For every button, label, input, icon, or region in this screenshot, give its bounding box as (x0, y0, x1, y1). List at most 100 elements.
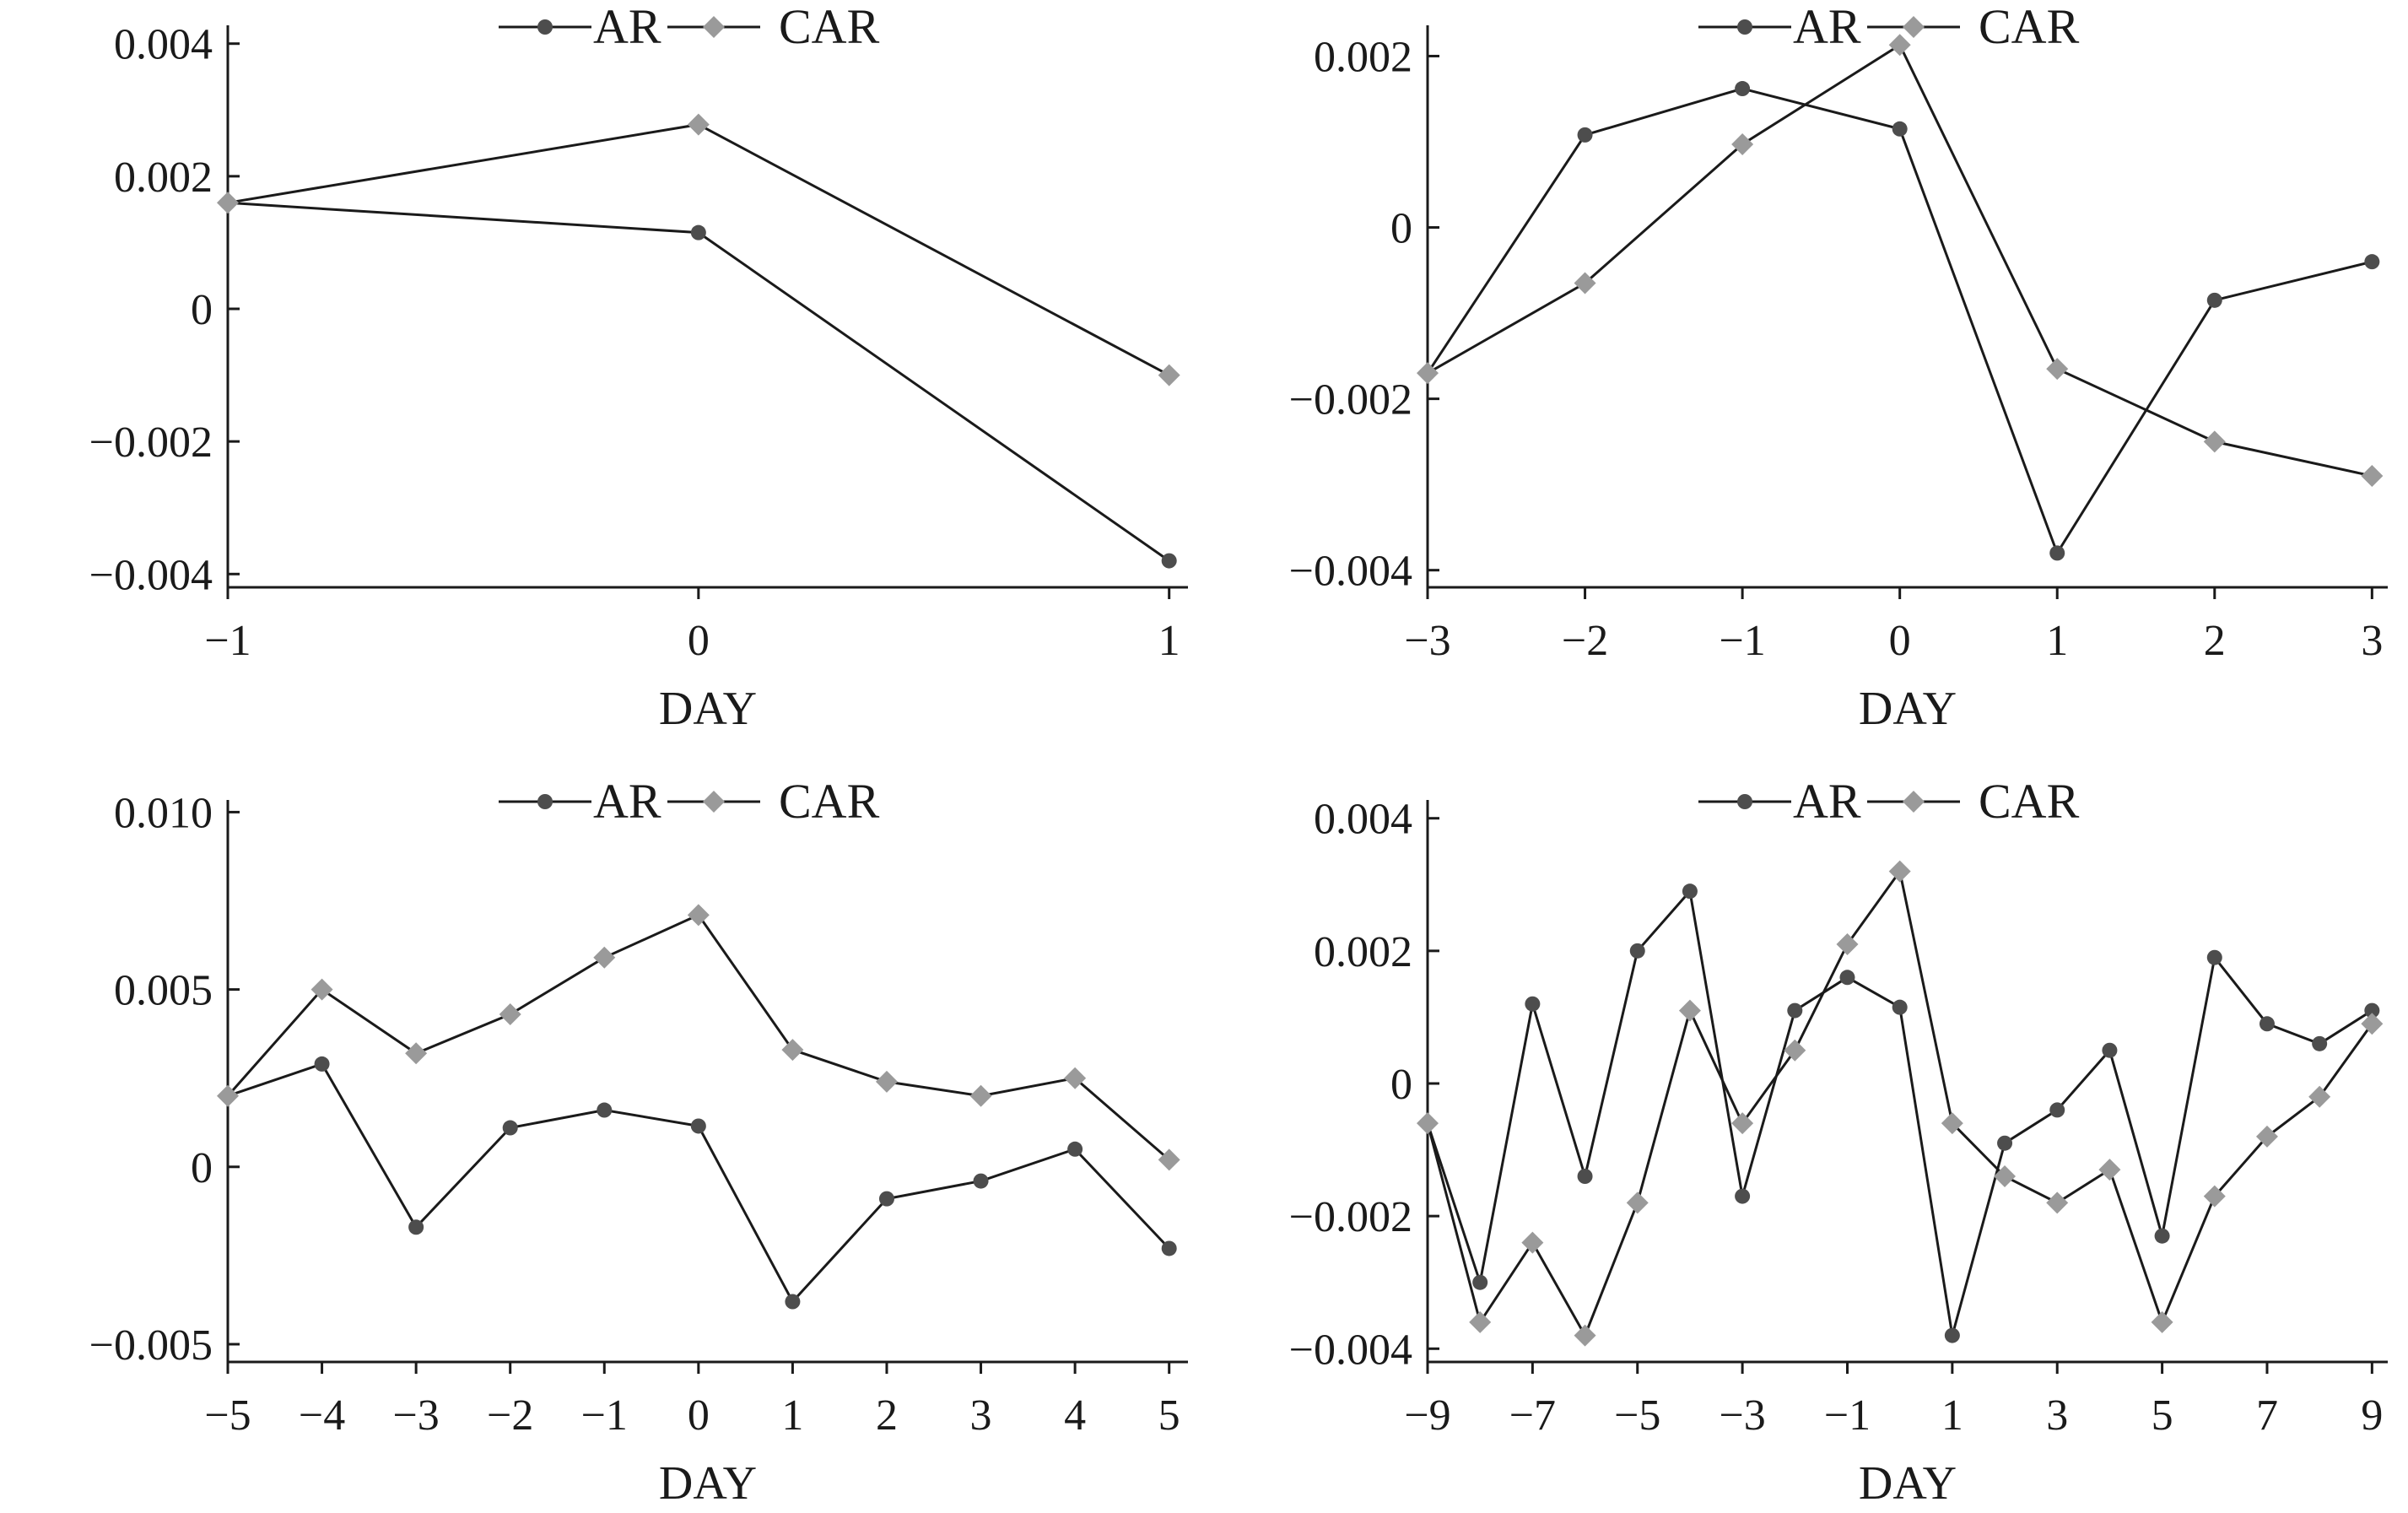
data-point-car (1888, 860, 1911, 883)
x-axis-title: DAY (1859, 683, 1957, 735)
x-tick-label: −2 (487, 1391, 533, 1440)
data-point-car (2255, 1125, 2278, 1148)
x-tick-label: −3 (392, 1391, 439, 1440)
x-axis-title: DAY (659, 683, 757, 735)
data-point-ar (1944, 1327, 1960, 1343)
x-tick-label: 7 (2256, 1391, 2278, 1440)
data-point-car (1521, 1231, 1544, 1254)
x-tick-label: 1 (1941, 1391, 1963, 1440)
panel-top-right: −0.004 −0.002 0 0.002 −3 −2 −1 0 1 2 3 DAY AR CAR (1289, 0, 2388, 735)
data-point-ar (973, 1173, 989, 1189)
series-line-car (1426, 867, 2373, 1339)
x-tick-label: 1 (2046, 617, 2068, 665)
data-point-car (1626, 1191, 1649, 1214)
data-point-ar (878, 1191, 894, 1207)
series-line-ar (227, 201, 1170, 562)
x-tick-label: 0 (688, 617, 710, 665)
panel-bottom-left: −0.005 0 0.005 0.010 −5 −4 −3 −2 −1 0 1 2 3 4 5 DAY AR CA… (89, 774, 1188, 1510)
data-point-car (1731, 133, 1754, 156)
data-point-car (875, 1070, 898, 1093)
data-point-car (1888, 34, 1911, 57)
data-point-ar (1629, 943, 1645, 959)
y-tick-label: 0.005 (114, 967, 213, 1015)
series-ar (1420, 883, 2380, 1343)
data-point-ar (2206, 949, 2222, 965)
x-axis-title: DAY (659, 1457, 757, 1510)
data-point-car (781, 1039, 804, 1062)
y-tick-label: 0.002 (114, 154, 213, 202)
data-point-ar (1787, 1002, 1803, 1019)
legend-label-car: CAR (1979, 0, 2080, 54)
legend-marker-car (1903, 16, 1925, 38)
x-tick-label: 3 (2046, 1391, 2068, 1440)
data-point-car (593, 946, 616, 969)
x-tick-label: −7 (1509, 1391, 1556, 1440)
data-point-ar (2049, 1102, 2065, 1118)
panel-bottom-right: −0.004 −0.002 0 0.002 0.004 −9 −7 −5 −3 −1 1 3 5 7 9 DA… (1289, 774, 2388, 1510)
x-tick-label: −3 (1404, 617, 1450, 665)
y-tick-label: −0.005 (89, 1321, 213, 1370)
x-tick-label: 0 (688, 1391, 710, 1440)
x-tick-label: 2 (2204, 617, 2226, 665)
data-point-ar (314, 1056, 330, 1072)
data-point-ar (2259, 1016, 2275, 1032)
data-point-car (2151, 1310, 2173, 1333)
x-tick-label: −3 (1719, 1391, 1765, 1440)
data-point-ar (1577, 127, 1593, 143)
data-point-ar (2364, 1002, 2380, 1019)
data-point-car (2361, 465, 2384, 487)
data-point-ar (1839, 970, 1855, 986)
data-point-car (1158, 1148, 1180, 1171)
data-point-ar (690, 224, 706, 240)
data-point-car (2098, 1159, 2121, 1181)
y-tick-label: 0 (191, 1144, 213, 1192)
legend-label-car: CAR (779, 0, 880, 54)
x-tick-label: −9 (1404, 1391, 1450, 1440)
x-tick-label: −2 (1562, 617, 1608, 665)
data-point-ar (2364, 254, 2380, 270)
data-point-car (1417, 1112, 1439, 1135)
data-point-ar (2206, 292, 2222, 308)
data-point-ar (2049, 545, 2065, 561)
legend-marker-car (1903, 791, 1925, 813)
x-tick-label: 5 (1158, 1391, 1180, 1440)
legend: AR CAR (1698, 774, 2080, 829)
legend: AR CAR (499, 0, 880, 54)
data-point-car (687, 113, 710, 136)
legend-marker-ar (537, 794, 553, 809)
data-point-car (687, 904, 710, 927)
data-point-car (1784, 1039, 1806, 1062)
y-tick-label: 0.010 (114, 789, 213, 837)
data-point-ar (502, 1120, 518, 1136)
data-point-car (2308, 1085, 2331, 1108)
y-tick-label: −0.002 (89, 419, 213, 467)
data-point-ar (1682, 883, 1698, 900)
legend-label-ar: AR (593, 0, 661, 54)
data-point-car (1994, 1165, 2017, 1187)
data-point-ar (1892, 121, 1908, 137)
data-point-car (1469, 1310, 1492, 1333)
series-car (1417, 860, 2384, 1347)
data-point-ar (1735, 81, 1751, 97)
series-ar (220, 1056, 1177, 1310)
data-point-car (2046, 358, 2069, 381)
data-point-ar (1892, 999, 1908, 1015)
x-tick-label: 4 (1064, 1391, 1086, 1440)
series-car (217, 113, 1180, 386)
data-point-car (310, 978, 333, 1001)
x-tick-label: 5 (2152, 1391, 2173, 1440)
data-point-ar (2154, 1228, 2170, 1244)
legend-marker-car (703, 16, 725, 38)
legend-label-ar: AR (1793, 0, 1861, 54)
x-tick-label: 1 (781, 1391, 803, 1440)
data-point-ar (785, 1294, 801, 1310)
series-line-ar (227, 1062, 1170, 1305)
legend-marker-ar (537, 19, 553, 35)
y-tick-label: 0.002 (1314, 33, 1412, 81)
y-tick-label: −0.002 (1289, 376, 1412, 424)
x-tick-label: −1 (1824, 1391, 1871, 1440)
series-car (217, 904, 1180, 1171)
x-tick-label: −1 (1719, 617, 1765, 665)
data-point-car (1417, 362, 1439, 385)
x-tick-label: 3 (970, 1391, 992, 1440)
